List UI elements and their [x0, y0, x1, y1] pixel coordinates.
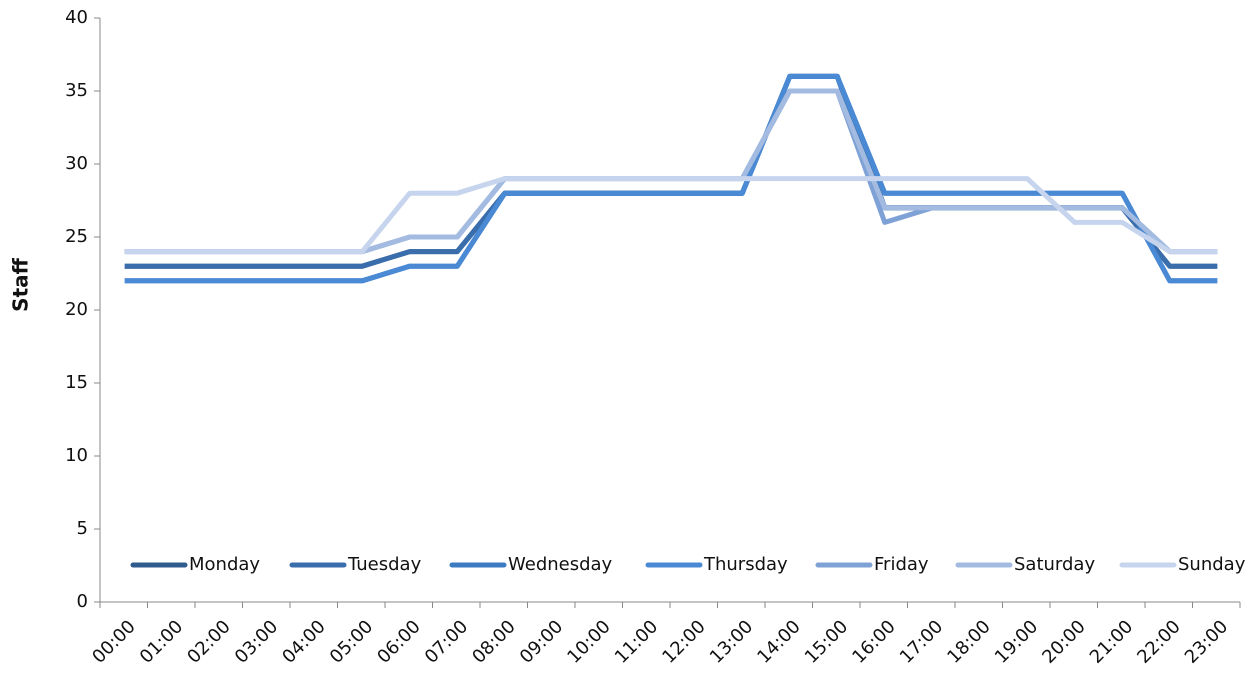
- x-tick-label: 22:00: [1133, 616, 1185, 668]
- x-tick-label: 18:00: [943, 616, 995, 668]
- series-line: [124, 88, 1218, 255]
- x-tick-label: 20:00: [1038, 616, 1090, 668]
- x-tick-label: 08:00: [468, 616, 520, 668]
- y-tick-label: 40: [65, 7, 88, 28]
- x-tick-label: 12:00: [658, 616, 710, 668]
- x-tick-label: 14:00: [753, 616, 805, 668]
- y-tick-label: 10: [65, 445, 88, 466]
- legend-label: Saturday: [1014, 554, 1095, 575]
- y-axis-title: Staff: [9, 257, 33, 311]
- legend-label: Tuesday: [347, 554, 422, 575]
- x-tick-label: 10:00: [563, 616, 615, 668]
- legend-label: Monday: [189, 554, 260, 575]
- x-tick-label: 19:00: [991, 616, 1043, 668]
- y-tick-label: 30: [65, 153, 88, 174]
- legend-label: Wednesday: [508, 554, 613, 575]
- y-tick-label: 20: [65, 299, 88, 320]
- y-tick-label: 15: [65, 372, 88, 393]
- series-line: [124, 73, 1218, 269]
- y-tick-label: 25: [65, 226, 88, 247]
- y-tick-label: 5: [77, 518, 88, 539]
- x-tick-label: 06:00: [373, 616, 425, 668]
- x-tick-label: 05:00: [326, 616, 378, 668]
- x-tick-label: 03:00: [231, 616, 283, 668]
- series-line: [124, 73, 1218, 269]
- x-tick-label: 00:00: [88, 616, 140, 668]
- x-tick-label: 02:00: [183, 616, 235, 668]
- series-line: [124, 73, 1218, 284]
- y-tick-label: 0: [77, 591, 88, 612]
- y-tick-label: 35: [65, 80, 88, 101]
- x-tick-label: 16:00: [848, 616, 900, 668]
- x-tick-label: 07:00: [421, 616, 473, 668]
- x-tick-label: 13:00: [706, 616, 758, 668]
- x-tick-label: 21:00: [1086, 616, 1138, 668]
- legend-label: Friday: [874, 554, 929, 575]
- x-tick-label: 15:00: [801, 616, 853, 668]
- x-tick-label: 11:00: [611, 616, 663, 668]
- x-tick-label: 17:00: [896, 616, 948, 668]
- x-tick-label: 04:00: [278, 616, 330, 668]
- legend-label: Thursday: [703, 554, 788, 575]
- x-tick-label: 09:00: [516, 616, 568, 668]
- x-tick-label: 23:00: [1181, 616, 1233, 668]
- series-line: [124, 176, 1218, 255]
- legend-label: Sunday: [1178, 554, 1246, 575]
- x-tick-label: 01:00: [136, 616, 188, 668]
- series-line: [124, 88, 1218, 255]
